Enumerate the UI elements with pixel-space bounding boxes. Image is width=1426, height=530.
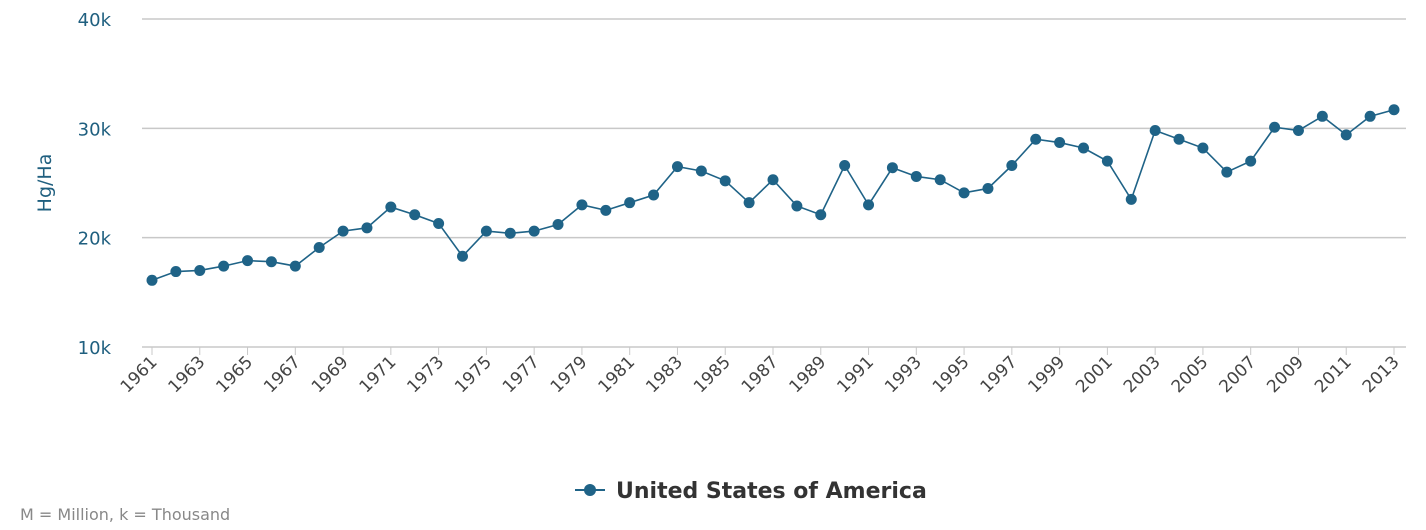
data-point[interactable] bbox=[791, 200, 803, 212]
data-point[interactable] bbox=[194, 264, 206, 276]
data-point[interactable] bbox=[361, 222, 373, 234]
x-tick-label: 1987 bbox=[738, 352, 783, 397]
x-tick-label: 1993 bbox=[881, 352, 926, 397]
data-point[interactable] bbox=[1078, 142, 1089, 154]
x-tick-label: 1969 bbox=[308, 352, 353, 397]
data-point[interactable] bbox=[576, 199, 588, 211]
data-point[interactable] bbox=[1269, 121, 1281, 133]
x-tick-label: 2007 bbox=[1215, 352, 1260, 397]
data-point[interactable] bbox=[719, 175, 731, 187]
data-point[interactable] bbox=[457, 250, 468, 262]
data-point[interactable] bbox=[624, 197, 636, 209]
data-point[interactable] bbox=[1316, 110, 1328, 122]
x-tick-label: 1983 bbox=[642, 352, 687, 397]
x-tick-label: 1973 bbox=[403, 352, 448, 397]
data-point[interactable] bbox=[1101, 155, 1113, 167]
x-tick-label: 1995 bbox=[929, 352, 974, 397]
data-point[interactable] bbox=[910, 170, 922, 182]
data-point[interactable] bbox=[815, 209, 827, 221]
data-point[interactable] bbox=[1364, 110, 1376, 122]
x-tick-label: 1977 bbox=[499, 352, 544, 397]
x-tick-label: 1997 bbox=[977, 352, 1022, 397]
y-tick-label: 10k bbox=[78, 338, 112, 359]
x-tick-label: 2003 bbox=[1120, 352, 1165, 397]
data-point[interactable] bbox=[146, 274, 158, 286]
data-point[interactable] bbox=[1006, 160, 1018, 172]
x-tick-label: 1981 bbox=[594, 352, 639, 397]
data-point[interactable] bbox=[767, 174, 779, 186]
footnote: M = Million, k = Thousand bbox=[20, 505, 230, 524]
data-point[interactable] bbox=[265, 256, 277, 268]
x-tick-label: 2005 bbox=[1168, 352, 1213, 397]
x-tick-label: 1985 bbox=[690, 352, 735, 397]
x-tick-label: 1965 bbox=[212, 352, 257, 397]
x-tick-label: 1991 bbox=[833, 352, 878, 397]
data-point[interactable] bbox=[409, 209, 421, 221]
data-point[interactable] bbox=[982, 182, 994, 194]
data-point[interactable] bbox=[671, 161, 683, 173]
data-point[interactable] bbox=[1221, 166, 1233, 178]
data-point[interactable] bbox=[1125, 193, 1137, 205]
x-tick-label: 2011 bbox=[1311, 352, 1356, 397]
data-point[interactable] bbox=[1197, 142, 1209, 154]
x-tick-label: 1961 bbox=[117, 352, 162, 397]
data-point[interactable] bbox=[600, 204, 612, 216]
x-tick-label: 1999 bbox=[1024, 352, 1069, 397]
data-point[interactable] bbox=[743, 197, 755, 209]
data-point[interactable] bbox=[289, 260, 301, 272]
x-tick-label: 2013 bbox=[1359, 352, 1404, 397]
data-point[interactable] bbox=[337, 225, 349, 237]
y-axis-label: Hg/Ha bbox=[34, 154, 56, 213]
data-point[interactable] bbox=[385, 201, 397, 213]
legend-label[interactable]: United States of America bbox=[616, 479, 927, 504]
data-point[interactable] bbox=[1149, 125, 1161, 137]
x-tick-label: 1963 bbox=[165, 352, 210, 397]
data-point[interactable] bbox=[648, 189, 660, 201]
x-tick-label: 1979 bbox=[547, 352, 592, 397]
x-tick-label: 1975 bbox=[451, 352, 496, 397]
y-tick-label: 20k bbox=[78, 229, 112, 250]
y-tick-label: 40k bbox=[78, 10, 112, 31]
x-tick-label: 2009 bbox=[1263, 352, 1308, 397]
data-point[interactable] bbox=[886, 162, 898, 174]
y-tick-label: 30k bbox=[78, 119, 112, 140]
data-point[interactable] bbox=[863, 199, 875, 211]
data-point[interactable] bbox=[958, 187, 970, 199]
x-tick-label: 1971 bbox=[356, 352, 401, 397]
data-point[interactable] bbox=[1030, 133, 1042, 145]
x-tick-label: 2001 bbox=[1072, 352, 1117, 397]
data-point[interactable] bbox=[1054, 137, 1066, 149]
legend-marker-icon bbox=[584, 484, 596, 496]
data-point[interactable] bbox=[313, 242, 325, 254]
data-point[interactable] bbox=[170, 266, 182, 278]
data-point[interactable] bbox=[480, 225, 492, 237]
data-point[interactable] bbox=[218, 260, 230, 272]
data-point[interactable] bbox=[1292, 125, 1304, 137]
data-point[interactable] bbox=[1388, 104, 1400, 116]
data-point[interactable] bbox=[1245, 155, 1257, 167]
data-point[interactable] bbox=[934, 174, 946, 186]
legend[interactable]: United States of America bbox=[575, 479, 927, 504]
data-point[interactable] bbox=[1173, 133, 1185, 145]
data-point[interactable] bbox=[433, 217, 445, 229]
x-tick-label: 1967 bbox=[260, 352, 305, 397]
data-point[interactable] bbox=[242, 255, 254, 267]
series-line bbox=[151, 108, 1395, 282]
data-point[interactable] bbox=[504, 227, 516, 239]
x-tick-label: 1989 bbox=[786, 352, 831, 397]
data-point[interactable] bbox=[839, 160, 851, 172]
data-point[interactable] bbox=[552, 219, 564, 231]
data-point[interactable] bbox=[1340, 129, 1352, 141]
data-point[interactable] bbox=[528, 225, 540, 237]
data-point[interactable] bbox=[695, 165, 707, 177]
